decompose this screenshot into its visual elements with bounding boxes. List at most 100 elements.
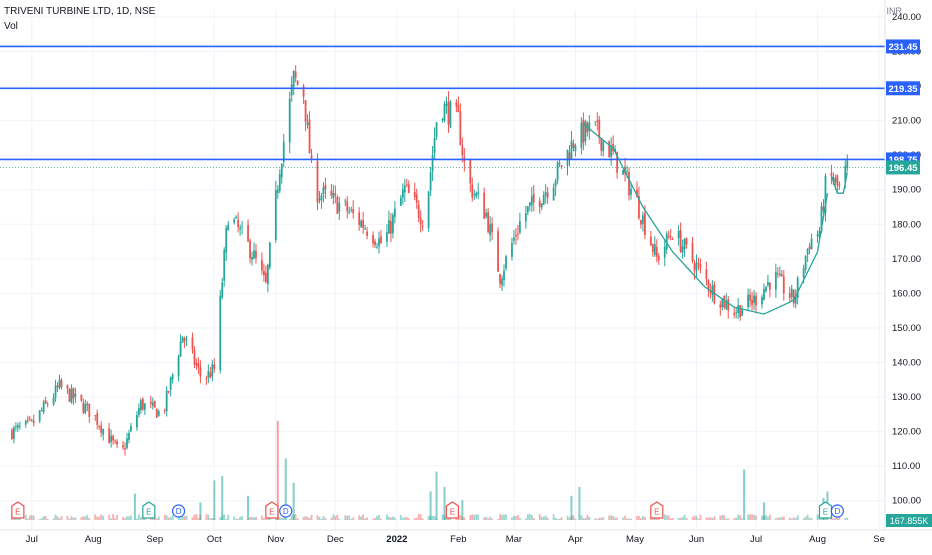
candle-down [792, 289, 795, 304]
candle-up [278, 174, 281, 192]
candle-down [316, 160, 319, 203]
volume-spike [276, 421, 279, 520]
candle-up [348, 211, 351, 213]
candle-down [308, 119, 311, 154]
candle-down [124, 448, 126, 450]
candle-up [207, 371, 210, 378]
candle-down [572, 143, 575, 148]
x-tick-label: Oct [207, 534, 222, 545]
volume-bar [636, 516, 638, 520]
volume-bar [594, 518, 597, 520]
candle-down [598, 119, 601, 139]
candle-up [388, 219, 390, 234]
candle-up [136, 415, 138, 428]
volume-spike [578, 487, 581, 520]
volume-bar [649, 518, 652, 520]
volume-bar [219, 517, 222, 520]
volume-bar [401, 517, 404, 520]
volume-bar [366, 517, 368, 520]
volume-bar [116, 515, 118, 520]
candle-down [237, 219, 240, 227]
candle-up [221, 282, 224, 298]
volume-bar [671, 517, 674, 520]
volume-bar [622, 517, 624, 520]
candle-up [767, 282, 769, 286]
volume-bar [346, 515, 349, 520]
volume-bar [524, 518, 527, 520]
candle-down [636, 189, 638, 198]
volume-bar [725, 518, 728, 520]
candle-up [765, 286, 767, 292]
volume-bar [191, 517, 194, 520]
x-tick-label: Jun [689, 534, 704, 545]
volume-bar [282, 517, 285, 520]
volume-bar [832, 518, 835, 520]
earnings-marker-icon [265, 501, 279, 519]
candle-up [681, 246, 684, 253]
volume-bar [316, 515, 319, 520]
volume-bar [60, 516, 63, 520]
candle-down [546, 192, 549, 198]
candle-down [822, 206, 825, 211]
candle-up [501, 278, 503, 286]
candle-down [380, 236, 382, 244]
candle-down [788, 293, 791, 298]
candle-down [80, 394, 83, 401]
volume-bar [582, 518, 585, 520]
candle-up [711, 285, 714, 296]
candle-up [376, 246, 378, 248]
volume-bar [207, 514, 210, 520]
volume-bar [566, 515, 569, 520]
candle-down [358, 212, 361, 225]
candle-up [473, 193, 476, 195]
dividend-marker-icon [830, 504, 844, 518]
volume-bar [74, 517, 77, 520]
x-tick-label: Apr [568, 534, 583, 545]
candle-up [401, 189, 404, 198]
candle-up [38, 410, 41, 422]
candle-down [116, 441, 118, 445]
candle-down [457, 105, 460, 113]
candle-down [830, 173, 833, 176]
volume-bar [699, 514, 702, 520]
candle-up [185, 338, 188, 340]
volume-bar [667, 515, 670, 520]
volume-bar [108, 514, 111, 520]
volume-bar [776, 517, 779, 520]
candle-down [669, 236, 672, 238]
candle-up [12, 427, 15, 439]
candle-up [386, 232, 388, 242]
candle-down [247, 224, 249, 242]
volume-bar [334, 516, 337, 520]
volume-bar [130, 515, 132, 520]
candle-down [330, 190, 333, 196]
candle-down [455, 102, 458, 107]
candle-down [415, 194, 418, 203]
candle-down [249, 240, 251, 259]
volume-bar [155, 518, 158, 520]
candle-down [261, 260, 263, 271]
volume-bar [475, 514, 478, 520]
candle-down [755, 295, 757, 306]
candle-up [360, 220, 363, 227]
candle-up [824, 175, 827, 213]
volume-spike [221, 476, 224, 520]
candle-up [169, 377, 172, 390]
volume-bar [790, 518, 793, 520]
candle-down [596, 120, 599, 122]
volume-bar [46, 518, 49, 520]
volume-bar [96, 516, 99, 520]
candle-down [782, 276, 785, 294]
candle-down [197, 363, 200, 367]
volume-bar [834, 517, 837, 520]
volume-bar [610, 515, 613, 520]
candle-up [70, 388, 73, 403]
candle-up [42, 402, 45, 413]
candle-down [751, 299, 753, 305]
candle-up [505, 256, 507, 269]
volume-bar [310, 515, 313, 520]
candle-up [157, 410, 160, 416]
volume-bar [761, 515, 763, 520]
volume-bar [304, 516, 307, 520]
